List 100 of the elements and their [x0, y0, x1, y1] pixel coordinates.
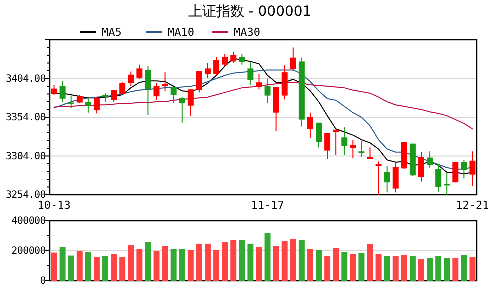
- bar: [85, 252, 92, 281]
- candlestick: [214, 56, 220, 76]
- bar: [444, 258, 450, 281]
- bar: [256, 247, 262, 281]
- bar: [452, 258, 459, 281]
- candlestick: [94, 96, 100, 114]
- candlestick: [248, 62, 254, 86]
- bar: [392, 256, 399, 281]
- candlestick: [392, 161, 399, 194]
- bar: [342, 252, 348, 281]
- y-tick-label: 3404.00: [6, 74, 46, 85]
- y-tick-label: 200000: [12, 246, 46, 258]
- bar: [264, 233, 271, 281]
- candlestick: [324, 132, 331, 160]
- bar: [68, 256, 74, 281]
- bar: [145, 242, 152, 281]
- y-tick-label: 0: [40, 276, 46, 288]
- bar: [333, 248, 340, 281]
- candlestick: [128, 71, 134, 87]
- bar: [273, 246, 280, 281]
- x-tick-label: 10-13: [38, 199, 71, 212]
- bar: [214, 250, 220, 281]
- bar: [188, 250, 194, 281]
- candlestick: [436, 164, 442, 192]
- candlestick: [85, 98, 92, 114]
- bar: [179, 249, 186, 281]
- candlestick: [264, 78, 271, 104]
- bar: [358, 253, 365, 281]
- candlestick: [136, 64, 143, 80]
- candlestick: [188, 89, 194, 116]
- bar: [367, 244, 374, 281]
- bar: [384, 256, 390, 281]
- legend-label: MA5: [102, 26, 122, 39]
- candlestick: [427, 151, 434, 168]
- x-tick-label: 12-21: [456, 199, 490, 212]
- candlestick: [307, 112, 314, 139]
- candlestick: [461, 160, 468, 180]
- candlestick: [367, 147, 374, 160]
- bar: [102, 256, 108, 281]
- y-tick-label: 3254.00: [6, 190, 46, 202]
- bar: [170, 249, 177, 281]
- candlestick: [376, 161, 382, 196]
- bar: [410, 256, 416, 281]
- candlestick: [384, 166, 390, 194]
- y-tick-label: 3354.00: [6, 112, 46, 124]
- candlestick: [196, 70, 202, 94]
- candlestick: [170, 86, 177, 104]
- candlestick: [60, 80, 66, 102]
- candlestick: [470, 151, 476, 187]
- bar: [350, 254, 356, 281]
- bar: [60, 247, 66, 281]
- bar: [111, 254, 118, 281]
- bar: [222, 242, 228, 281]
- bar: [298, 240, 305, 281]
- bar: [239, 240, 246, 281]
- candlestick: [350, 139, 356, 160]
- bar: [307, 249, 314, 281]
- candlestick: [51, 84, 58, 96]
- candlestick: [239, 53, 246, 66]
- bar: [461, 255, 468, 281]
- bar: [282, 241, 288, 281]
- bar: [205, 244, 211, 281]
- candlestick: [444, 172, 450, 196]
- bar: [230, 240, 237, 281]
- bar: [418, 259, 424, 281]
- candlestick: [316, 122, 322, 148]
- candlestick: [120, 82, 126, 95]
- bar: [76, 251, 83, 281]
- bar: [154, 251, 160, 281]
- candlestick: [282, 65, 288, 100]
- bar: [196, 244, 202, 281]
- bar: [290, 239, 296, 281]
- legend-label: MA30: [234, 26, 260, 39]
- candlestick: [358, 141, 365, 158]
- y-tick-label: 3304.00: [6, 151, 46, 162]
- candlestick: [256, 74, 262, 90]
- candlestick: [162, 72, 168, 92]
- bar: [427, 258, 434, 281]
- candlestick: [68, 95, 74, 109]
- candlestick: [230, 52, 237, 64]
- bar: [51, 252, 58, 281]
- legend-label: MA10: [168, 26, 194, 39]
- candlestick: [154, 82, 160, 101]
- bar: [324, 256, 331, 281]
- bar: [128, 245, 134, 281]
- bar: [376, 254, 382, 281]
- candlestick: [179, 96, 186, 124]
- chart-title: 上证指数 - 000001: [188, 4, 312, 20]
- bar: [120, 257, 126, 281]
- bar: [162, 246, 168, 281]
- bar: [436, 256, 442, 281]
- bar: [316, 250, 322, 281]
- x-tick-label: 11-17: [251, 199, 284, 212]
- candlestick: [205, 62, 211, 78]
- candlestick: [222, 53, 228, 67]
- candlestick: [342, 127, 348, 156]
- y-tick-label: 400000: [12, 216, 46, 228]
- bar: [136, 249, 143, 281]
- candlestick: [145, 66, 152, 116]
- bar: [248, 244, 254, 281]
